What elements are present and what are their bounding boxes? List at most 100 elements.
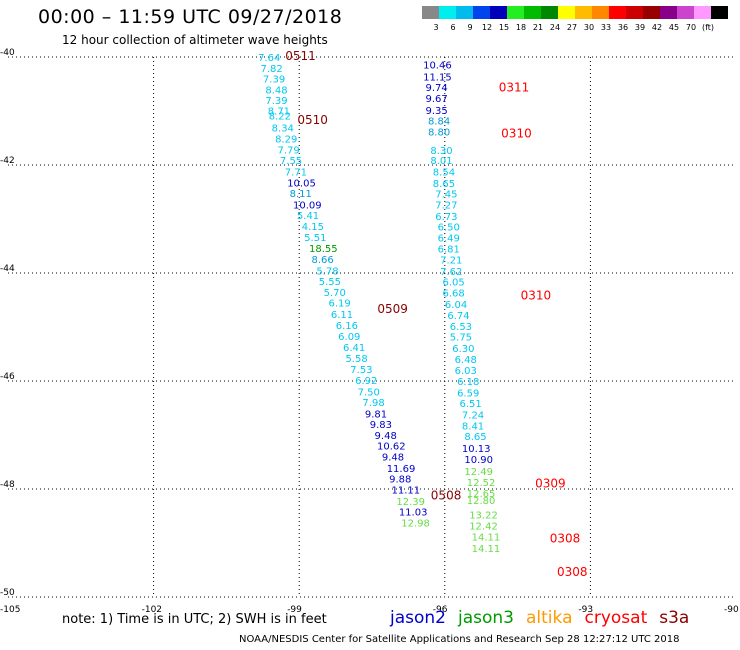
wave-height-value: 10.13 xyxy=(462,444,491,455)
colorbar-label: 9 xyxy=(467,23,472,32)
wave-height-value: 8.48 xyxy=(265,85,287,96)
wave-height-value: 8.80 xyxy=(428,128,450,139)
wave-height-value: 6.30 xyxy=(452,344,474,355)
wave-height-value: 6.19 xyxy=(328,299,350,310)
colorbar-swatch xyxy=(439,6,456,19)
wave-height-value: 9.74 xyxy=(426,83,448,94)
wave-height-value: 7.27 xyxy=(435,200,457,211)
colorbar-swatch xyxy=(694,6,711,19)
wave-height-value: 9.48 xyxy=(375,431,397,442)
wave-height-value: 5.51 xyxy=(304,233,326,244)
wave-height-value: 6.50 xyxy=(438,223,460,234)
x-tick-label: -93 xyxy=(578,605,593,615)
wave-height-value: 8.66 xyxy=(311,255,333,266)
wave-height-value: 6.53 xyxy=(450,322,472,333)
colorbar-label: (ft) xyxy=(702,23,714,32)
legend-item-altika: altika xyxy=(526,608,573,628)
wave-height-value: 7.21 xyxy=(440,256,462,267)
wave-height-value: 12.52 xyxy=(467,478,496,489)
colorbar-swatch xyxy=(626,6,643,19)
wave-height-value: 6.51 xyxy=(459,399,481,410)
wave-height-value: 9.88 xyxy=(389,475,411,486)
wave-height-value: 10.09 xyxy=(293,200,322,211)
colorbar-swatch xyxy=(677,6,694,19)
wave-height-value: 8.11 xyxy=(290,189,312,200)
colorbar-label: 12 xyxy=(482,23,492,32)
wave-height-value: 14.11 xyxy=(472,533,501,544)
wave-height-value: 7.98 xyxy=(362,398,384,409)
time-label: 0308 xyxy=(557,565,588,579)
wave-height-value: 6.49 xyxy=(438,233,460,244)
colorbar-label: 18 xyxy=(516,23,526,32)
wave-height-value: 6.16 xyxy=(336,321,358,332)
colorbar-label: 39 xyxy=(635,23,645,32)
wave-height-value: 6.68 xyxy=(443,288,465,299)
wave-height-value: 8.22 xyxy=(269,111,291,122)
y-tick-label: -40 xyxy=(0,48,15,58)
colorbar-swatch xyxy=(592,6,609,19)
wave-height-value: 6.18 xyxy=(457,377,479,388)
wave-height-value: 8.41 xyxy=(462,421,484,432)
colorbar-label: 36 xyxy=(618,23,628,32)
wave-height-value: 6.81 xyxy=(438,245,460,256)
chart-subtitle: 12 hour collection of altimeter wave hei… xyxy=(62,33,328,47)
legend-item-cryosat: cryosat xyxy=(584,608,648,628)
wave-height-value: 11.69 xyxy=(387,464,416,475)
credit-line: NOAA/NESDIS Center for Satellite Applica… xyxy=(239,634,680,645)
colorbar-label: 45 xyxy=(669,23,679,32)
colorbar-label: 42 xyxy=(652,23,662,32)
wave-height-value: 12.42 xyxy=(469,522,498,533)
x-tick-label: -105 xyxy=(0,605,20,615)
wave-height-value: 10.46 xyxy=(423,61,452,72)
wave-height-value: 7.71 xyxy=(285,167,307,178)
y-tick-label: -44 xyxy=(0,264,15,274)
wave-height-value: 7.82 xyxy=(261,64,283,75)
colorbar-label: 6 xyxy=(450,23,455,32)
y-tick-label: -42 xyxy=(0,156,15,166)
wave-height-value: 7.39 xyxy=(263,75,285,86)
wave-height-value: 8.65 xyxy=(433,179,455,190)
time-label: 0310 xyxy=(501,127,532,141)
colorbar-swatch xyxy=(558,6,575,19)
wave-height-value: 7.64 xyxy=(258,53,280,64)
colorbar-label: 24 xyxy=(550,23,560,32)
wave-height-value: 5.55 xyxy=(319,277,341,288)
wave-height-value: 9.81 xyxy=(365,409,387,420)
time-label: 0509 xyxy=(377,302,408,316)
time-label: 0510 xyxy=(297,113,328,127)
wave-height-value: 9.67 xyxy=(426,94,448,105)
wave-height-value: 7.39 xyxy=(265,96,287,107)
x-tick-label: -90 xyxy=(724,605,739,615)
wave-height-value: 6.41 xyxy=(343,343,365,354)
wave-height-value: 18.55 xyxy=(309,244,338,255)
time-label: 0308 xyxy=(550,532,581,546)
colorbar-swatch xyxy=(575,6,592,19)
wave-height-value: 7.50 xyxy=(358,387,380,398)
wave-height-value: 6.48 xyxy=(455,355,477,366)
wave-height-value: 7.24 xyxy=(462,410,484,421)
wave-height-value: 8.54 xyxy=(433,167,455,178)
wave-height-value: 8.71 xyxy=(268,106,290,117)
time-label: 0508 xyxy=(431,488,462,502)
wave-height-value: 12.98 xyxy=(401,518,430,529)
wave-height-value: 11.15 xyxy=(423,72,452,83)
colorbar-swatch xyxy=(524,6,541,19)
wave-height-value: 8.34 xyxy=(272,124,294,135)
time-label: 0310 xyxy=(521,289,552,303)
wave-height-value: 8.01 xyxy=(430,156,452,167)
wave-height-value: 11.03 xyxy=(399,508,428,519)
wave-height-value: 12.80 xyxy=(467,496,496,507)
wave-height-value: 8.29 xyxy=(275,135,297,146)
wave-height-value: 6.04 xyxy=(445,300,467,311)
wave-height-value: 4.15 xyxy=(302,222,324,233)
colorbar-label: 21 xyxy=(533,23,543,32)
wave-height-value: 8.84 xyxy=(428,117,450,128)
x-tick-label: -99 xyxy=(287,605,302,615)
wave-height-value: 7.79 xyxy=(277,145,299,156)
wave-height-value: 12.39 xyxy=(396,497,425,508)
chart-marks: 7.647.827.398.487.398.718.228.348.297.79… xyxy=(258,49,587,579)
colorbar-swatch xyxy=(422,6,439,19)
wave-height-value: 7.55 xyxy=(280,156,302,167)
x-tick-label: -96 xyxy=(433,605,448,615)
colorbar-label: 15 xyxy=(499,23,509,32)
